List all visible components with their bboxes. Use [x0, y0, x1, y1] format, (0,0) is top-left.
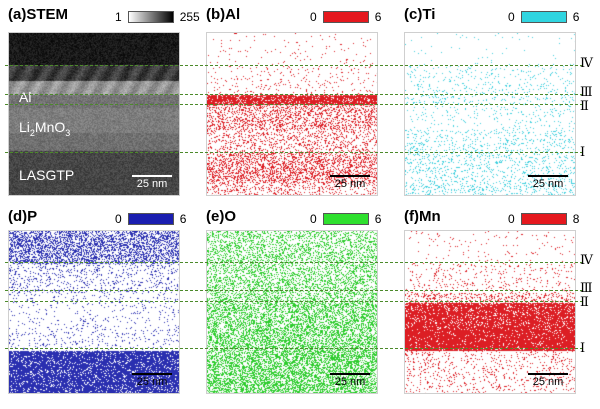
label-limno-sub2: 3: [65, 127, 71, 138]
scale-bar-b: 25 nm: [330, 175, 370, 190]
colorbar-c-max: 6: [572, 10, 580, 24]
colorbar-a-bar: [127, 11, 174, 23]
scale-bar-f-line: [528, 373, 568, 375]
layer-iv-label-bottom: Ⅳ: [580, 253, 593, 268]
o-map-canvas: [207, 231, 377, 393]
guide-line-i-top: [5, 152, 583, 153]
scale-bar-b-line: [330, 175, 370, 177]
colorbar-a-min: 1: [115, 10, 122, 24]
colorbar-e-min: 0: [310, 212, 317, 226]
ti-map: 25 nm: [404, 32, 576, 196]
colorbar-f-min: 0: [508, 212, 515, 226]
scale-bar-e-label: 25 nm: [334, 376, 366, 388]
colorbar-e-max: 6: [374, 212, 382, 226]
al-map: 25 nm: [206, 32, 378, 196]
colorbar-f: 0 8: [508, 212, 579, 226]
scale-bar-f-label: 25 nm: [532, 376, 564, 388]
scale-bar-e: 25 nm: [330, 373, 370, 388]
guide-line-ii-top: [5, 104, 583, 105]
panel-b-title: (b)Al: [206, 6, 241, 23]
o-map: 25 nm: [206, 230, 378, 394]
colorbar-d-max: 6: [179, 212, 187, 226]
scale-bar-d-label: 25 nm: [136, 376, 168, 388]
mn-map: 25 nm: [404, 230, 576, 394]
scale-bar-e-line: [330, 373, 370, 375]
colorbar-e-bar: [322, 213, 369, 225]
layer-i-label-top: Ⅰ: [580, 145, 586, 160]
guide-line-i-bottom: [5, 348, 583, 349]
scale-bar-a-label: 25 nm: [136, 178, 168, 190]
guide-line-ii-bottom: [5, 301, 583, 302]
colorbar-c-min: 0: [508, 10, 515, 24]
label-limno-layer: Li2MnO3: [19, 119, 70, 138]
colorbar-b-bar: [322, 11, 369, 23]
colorbar-a-max: 255: [179, 10, 200, 24]
ti-map-canvas: [405, 33, 575, 195]
scale-bar-a-line: [132, 175, 172, 177]
colorbar-b-min: 0: [310, 10, 317, 24]
scale-bar-a: 25 nm: [132, 175, 172, 190]
layer-ii-label-top: Ⅱ: [580, 99, 589, 114]
scale-bar-d: 25 nm: [132, 373, 172, 388]
label-al-layer: Al: [19, 89, 32, 105]
p-map-canvas: [9, 231, 179, 393]
panel-d-title: (d)P: [8, 208, 38, 225]
al-map-canvas: [207, 33, 377, 195]
guide-line-iii-bottom: [5, 290, 583, 291]
colorbar-a: 1 255: [115, 10, 200, 24]
scale-bar-c: 25 nm: [528, 175, 568, 190]
layer-i-label-bottom: Ⅰ: [580, 341, 586, 356]
stem-image: Al Li2MnO3 LASGTP 25 nm: [8, 32, 180, 196]
panel-a-title: (a)STEM: [8, 6, 68, 23]
stem-canvas: [9, 33, 179, 195]
label-limno-sub1: 2: [29, 127, 35, 138]
mn-map-canvas: [405, 231, 575, 393]
scale-bar-d-line: [132, 373, 172, 375]
guide-line-iii-top: [5, 94, 583, 95]
layer-ii-label-bottom: Ⅱ: [580, 295, 589, 310]
colorbar-c: 0 6: [508, 10, 579, 24]
panel-f-title: (f)Mn: [404, 208, 441, 225]
panel-e-title: (e)O: [206, 208, 236, 225]
layer-iv-label-top: Ⅳ: [580, 56, 593, 71]
guide-line-iv-bottom: [5, 262, 583, 263]
colorbar-f-max: 8: [572, 212, 580, 226]
colorbar-c-bar: [520, 11, 567, 23]
label-lasgtp-layer: LASGTP: [19, 167, 75, 183]
scale-bar-c-line: [528, 175, 568, 177]
guide-line-iv-top: [5, 65, 583, 66]
panel-c-title: (c)Ti: [404, 6, 436, 23]
label-limno-mid: MnO: [34, 119, 66, 135]
layer-iii-label-bottom: Ⅲ: [580, 281, 593, 296]
colorbar-b: 0 6: [310, 10, 381, 24]
colorbar-d-bar: [127, 213, 174, 225]
layer-iii-label-top: Ⅲ: [580, 85, 593, 100]
colorbar-d: 0 6: [115, 212, 186, 226]
colorbar-d-min: 0: [115, 212, 122, 226]
scale-bar-f: 25 nm: [528, 373, 568, 388]
scale-bar-c-label: 25 nm: [532, 178, 564, 190]
colorbar-f-bar: [520, 213, 567, 225]
colorbar-b-max: 6: [374, 10, 382, 24]
scale-bar-b-label: 25 nm: [334, 178, 366, 190]
colorbar-e: 0 6: [310, 212, 381, 226]
label-limno-li: Li: [19, 119, 30, 135]
p-map: 25 nm: [8, 230, 180, 394]
